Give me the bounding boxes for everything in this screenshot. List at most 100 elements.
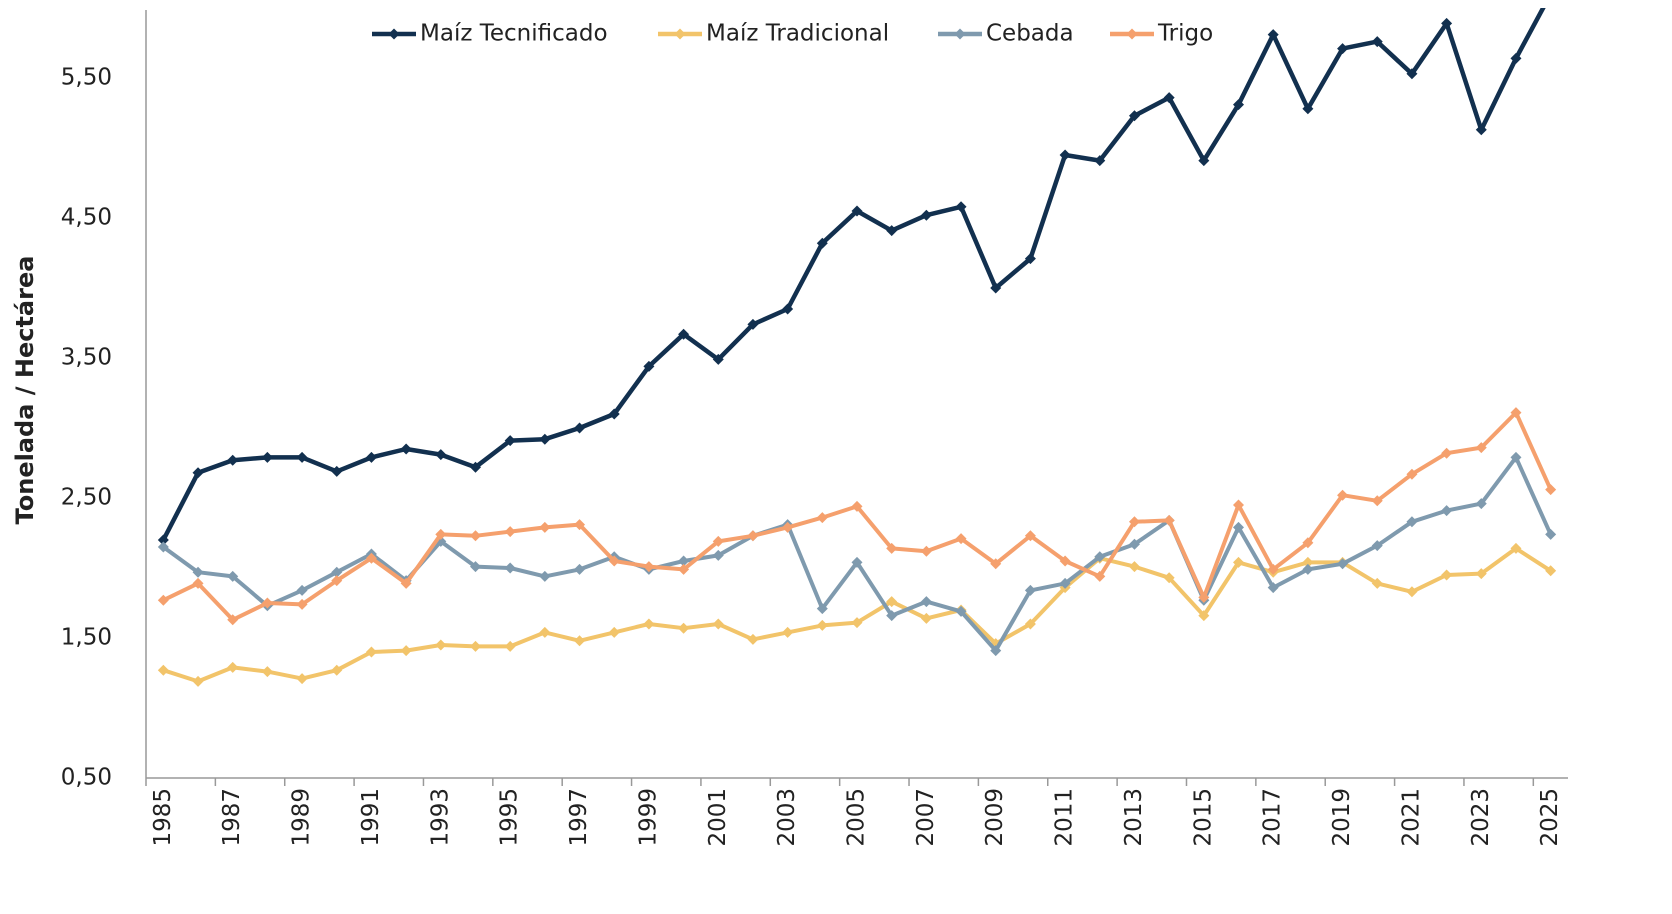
legend-marker [674, 28, 686, 40]
point-marker [400, 443, 412, 455]
point-marker [400, 645, 412, 657]
point-marker [1302, 103, 1314, 115]
point-marker [955, 533, 967, 545]
point-marker [1406, 586, 1418, 598]
point-marker [1510, 542, 1522, 554]
point-marker [1233, 556, 1245, 568]
legend-label: Cebada [986, 21, 1074, 47]
point-marker [365, 451, 377, 463]
point-marker [1406, 516, 1418, 528]
point-marker [1371, 495, 1383, 507]
point-marker [886, 542, 898, 554]
point-marker [851, 500, 863, 512]
x-tick-label: 2001 [705, 788, 731, 847]
point-marker [331, 566, 343, 578]
legend-label: Maíz Tecnificado [420, 21, 608, 47]
point-marker [1475, 124, 1487, 136]
point-marker [920, 545, 932, 557]
point-marker [643, 561, 655, 573]
point-marker [1475, 442, 1487, 454]
point-marker [1024, 530, 1036, 542]
point-marker [1510, 52, 1522, 64]
point-marker [1337, 558, 1349, 570]
point-marker [192, 675, 204, 687]
point-marker [469, 561, 481, 573]
point-marker [227, 570, 239, 582]
point-marker [643, 618, 655, 630]
point-marker [1128, 538, 1140, 550]
x-tick-label: 1991 [358, 788, 384, 847]
point-marker [1337, 43, 1349, 55]
point-marker [1163, 572, 1175, 584]
point-marker [261, 597, 273, 609]
x-tick-label: 2003 [774, 788, 800, 847]
x-tick-label: 2021 [1398, 788, 1424, 847]
point-marker [816, 237, 828, 249]
point-marker [1163, 514, 1175, 526]
point-marker [1267, 29, 1279, 41]
point-marker [1302, 563, 1314, 575]
point-marker [574, 519, 586, 531]
point-marker [331, 575, 343, 587]
point-marker [192, 566, 204, 578]
point-marker [1059, 149, 1071, 161]
point-marker [1024, 253, 1036, 265]
x-tick-label: 2019 [1329, 788, 1355, 847]
x-tick-label: 2005 [844, 788, 870, 847]
point-marker [296, 598, 308, 610]
point-marker [920, 596, 932, 608]
point-marker [1475, 498, 1487, 510]
point-marker [608, 626, 620, 638]
point-marker [539, 626, 551, 638]
point-marker [920, 209, 932, 221]
x-tick-label: 1989 [289, 788, 315, 847]
x-tick-label: 2025 [1537, 788, 1563, 847]
y-tick-label: 2,50 [61, 485, 112, 511]
point-marker [539, 570, 551, 582]
point-marker [261, 451, 273, 463]
point-marker [1059, 577, 1071, 589]
x-tick-label: 2017 [1260, 788, 1286, 847]
point-marker [712, 535, 724, 547]
point-marker [1198, 591, 1210, 603]
point-marker [990, 282, 1002, 294]
point-marker [1441, 17, 1453, 29]
point-marker [920, 612, 932, 624]
x-tick-label: 1999 [635, 788, 661, 847]
point-marker [331, 465, 343, 477]
point-marker [1475, 568, 1487, 580]
point-marker [1545, 528, 1557, 540]
point-marker [608, 555, 620, 567]
point-marker [261, 666, 273, 678]
point-marker [435, 449, 447, 461]
point-marker [539, 521, 551, 533]
point-marker [678, 555, 690, 567]
point-marker [574, 422, 586, 434]
point-marker [851, 556, 863, 568]
point-marker [539, 433, 551, 445]
point-marker [747, 633, 759, 645]
point-marker [331, 664, 343, 676]
legend-label: Maíz Tradicional [706, 21, 889, 47]
point-marker [574, 635, 586, 647]
point-marker [365, 646, 377, 658]
point-marker [678, 563, 690, 575]
x-tick-label: 2009 [982, 788, 1008, 847]
point-marker [1267, 582, 1279, 594]
point-marker [678, 328, 690, 340]
x-tick-label: 2013 [1121, 788, 1147, 847]
point-marker [851, 617, 863, 629]
point-marker [1441, 569, 1453, 581]
point-marker [1441, 505, 1453, 517]
point-marker [504, 435, 516, 447]
point-marker [1198, 155, 1210, 167]
point-marker [782, 303, 794, 315]
x-tick-label: 1985 [150, 788, 176, 847]
point-marker [469, 640, 481, 652]
point-marker [955, 605, 967, 617]
point-marker [1059, 555, 1071, 567]
point-marker [678, 622, 690, 634]
point-marker [1406, 468, 1418, 480]
point-marker [227, 614, 239, 626]
